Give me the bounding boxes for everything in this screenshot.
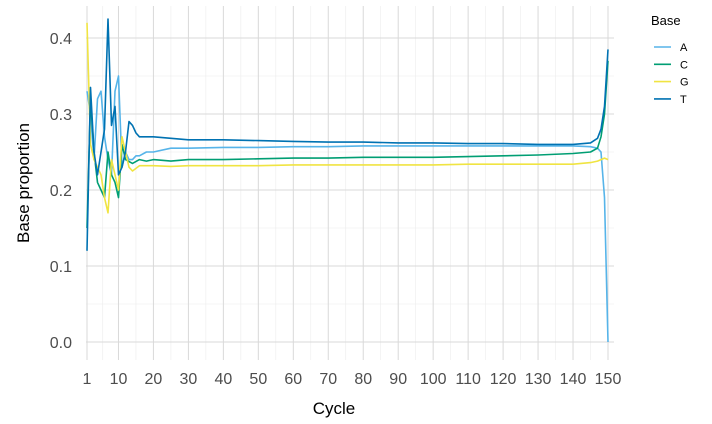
series-line-T bbox=[86, 18, 609, 251]
x-tick-label: 60 bbox=[284, 371, 302, 388]
legend-label-C: C bbox=[680, 59, 688, 71]
x-tick-label: 50 bbox=[249, 371, 267, 388]
y-axis-tick-labels: 0.0 0.1 0.2 0.3 0.4 bbox=[50, 31, 72, 352]
legend-label-G: G bbox=[680, 77, 689, 89]
series-line-G bbox=[86, 22, 609, 214]
x-tick-label: 10 bbox=[110, 371, 128, 388]
x-tick-label: 70 bbox=[319, 371, 337, 388]
x-tick-label: 110 bbox=[455, 371, 481, 388]
x-tick-label: 80 bbox=[354, 371, 372, 388]
x-tick-label: 140 bbox=[560, 371, 587, 388]
x-tick-label: 40 bbox=[214, 371, 232, 388]
y-tick-label: 0.0 bbox=[50, 335, 72, 352]
x-tick-label: 20 bbox=[145, 371, 163, 388]
x-tick-label: 120 bbox=[490, 371, 517, 388]
plot-background bbox=[86, 6, 614, 360]
y-tick-label: 0.1 bbox=[50, 259, 72, 276]
x-tick-label: 130 bbox=[525, 371, 552, 388]
series-line-C bbox=[86, 60, 609, 229]
legend-label-T: T bbox=[680, 94, 687, 106]
y-tick-label: 0.3 bbox=[50, 107, 72, 124]
y-tick-label: 0.4 bbox=[50, 31, 72, 48]
x-tick-label: 30 bbox=[180, 371, 198, 388]
legend-title: Base bbox=[651, 13, 681, 28]
legend-label-A: A bbox=[680, 42, 688, 54]
x-tick-label: 90 bbox=[389, 371, 407, 388]
series-lines bbox=[86, 18, 609, 343]
x-axis-title: Cycle bbox=[313, 399, 356, 418]
x-tick-label: 150 bbox=[595, 371, 622, 388]
y-axis-title: Base proportion bbox=[14, 123, 33, 243]
x-axis-tick-labels: 1 10 20 30 40 50 60 70 80 90 100 110 120 130 140 150 bbox=[83, 371, 622, 388]
x-tick-label: 1 bbox=[83, 371, 92, 388]
grid-lines bbox=[86, 6, 614, 360]
y-tick-label: 0.2 bbox=[50, 183, 72, 200]
x-tick-label: 100 bbox=[420, 371, 447, 388]
